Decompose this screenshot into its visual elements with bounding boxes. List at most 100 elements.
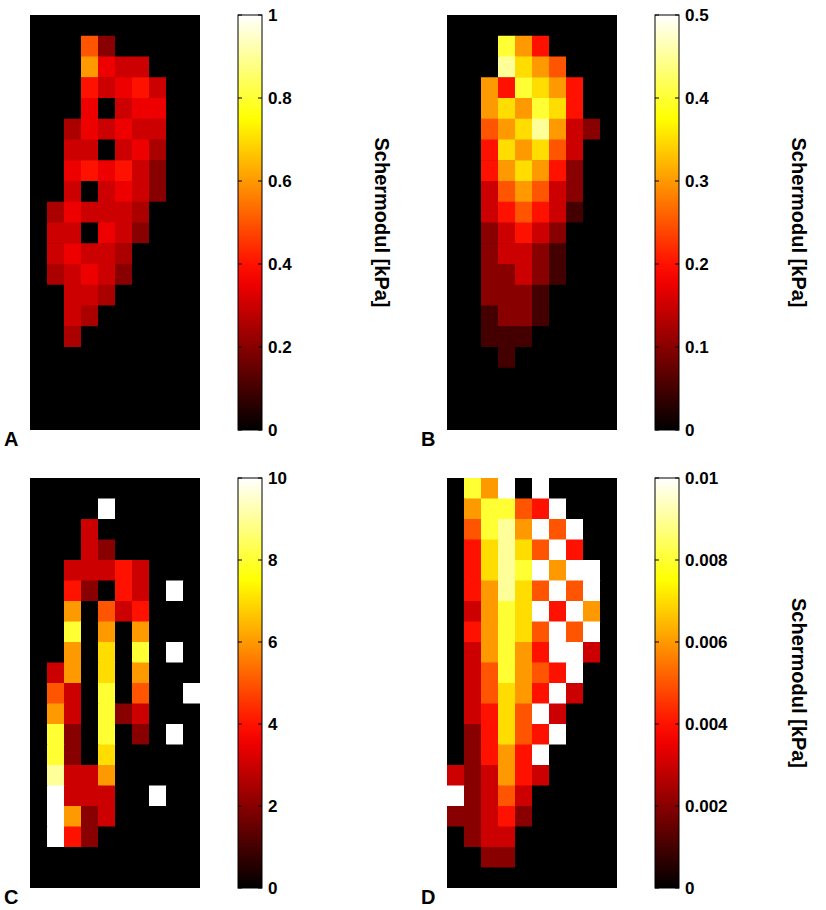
cell: [132, 478, 150, 499]
cell: [447, 601, 465, 622]
cell: [64, 202, 82, 223]
cell: [515, 786, 533, 807]
cell: [183, 765, 200, 786]
cell: [98, 368, 116, 389]
cell: [600, 264, 617, 285]
cell: [132, 745, 150, 766]
cell: [532, 36, 550, 57]
tick-label: 0: [268, 879, 277, 898]
tick: [675, 430, 679, 431]
cell: [98, 560, 116, 581]
cell: [464, 827, 482, 848]
cell: [183, 499, 200, 520]
cell: [64, 786, 82, 807]
cell: [132, 765, 150, 786]
cell: [447, 98, 465, 119]
cell: [47, 663, 65, 684]
cell: [166, 98, 184, 119]
cell: [515, 827, 533, 848]
cell: [64, 77, 82, 98]
cell: [566, 119, 584, 140]
cell: [447, 57, 465, 78]
cell: [47, 786, 65, 807]
cell: [183, 368, 200, 389]
cell: [481, 181, 499, 202]
cell: [132, 601, 150, 622]
cell: [498, 160, 516, 181]
cells: [447, 478, 617, 888]
cell: [47, 478, 65, 499]
cell: [64, 264, 82, 285]
cell: [30, 409, 48, 430]
cell: [81, 806, 99, 827]
cell: [549, 409, 567, 430]
cell: [183, 827, 200, 848]
cell: [600, 409, 617, 430]
cell: [515, 560, 533, 581]
cell: [532, 57, 550, 78]
cell: [600, 140, 617, 161]
cell: [583, 202, 601, 223]
cell: [498, 622, 516, 643]
cell: [515, 347, 533, 368]
cell: [115, 409, 133, 430]
cell: [30, 601, 48, 622]
cell: [447, 519, 465, 540]
cell: [532, 326, 550, 347]
cell: [132, 786, 150, 807]
cell: [98, 745, 116, 766]
cell: [47, 285, 65, 306]
cell: [115, 389, 133, 410]
cell: [532, 306, 550, 327]
cell: [98, 847, 116, 868]
cell: [30, 326, 48, 347]
cell: [498, 868, 516, 889]
cell: [81, 663, 99, 684]
cell: [64, 140, 82, 161]
cell: [149, 285, 167, 306]
tick-label: 0.008: [685, 551, 728, 570]
cell: [64, 478, 82, 499]
cell: [566, 389, 584, 410]
cell: [532, 827, 550, 848]
tick: [238, 478, 242, 479]
cell: [532, 478, 550, 499]
colorbar: [655, 15, 679, 430]
cell: [447, 581, 465, 602]
cell: [149, 868, 167, 889]
cell: [98, 704, 116, 725]
cell: [464, 98, 482, 119]
cell: [30, 724, 48, 745]
cell: [515, 389, 533, 410]
cell: [149, 15, 167, 36]
cell: [115, 806, 133, 827]
cell: [98, 581, 116, 602]
cell: [81, 36, 99, 57]
cell: [115, 827, 133, 848]
tick: [655, 560, 659, 561]
cell: [47, 202, 65, 223]
panel: 00.20.40.60.81Schermodul [kPa]A: [4, 6, 393, 450]
cell: [566, 519, 584, 540]
cell: [447, 704, 465, 725]
cell: [532, 519, 550, 540]
cell: [481, 160, 499, 181]
cell: [498, 119, 516, 140]
cell: [166, 540, 184, 561]
cell: [47, 499, 65, 520]
cell: [30, 827, 48, 848]
cell: [47, 98, 65, 119]
cell: [481, 519, 499, 540]
cell: [464, 181, 482, 202]
tick-label: 4: [268, 715, 278, 734]
cell: [115, 36, 133, 57]
cell: [81, 181, 99, 202]
cell: [447, 140, 465, 161]
cell: [498, 285, 516, 306]
cell: [481, 202, 499, 223]
cell: [132, 409, 150, 430]
cell: [64, 119, 82, 140]
cell: [549, 786, 567, 807]
cell: [498, 243, 516, 264]
cell: [81, 478, 99, 499]
